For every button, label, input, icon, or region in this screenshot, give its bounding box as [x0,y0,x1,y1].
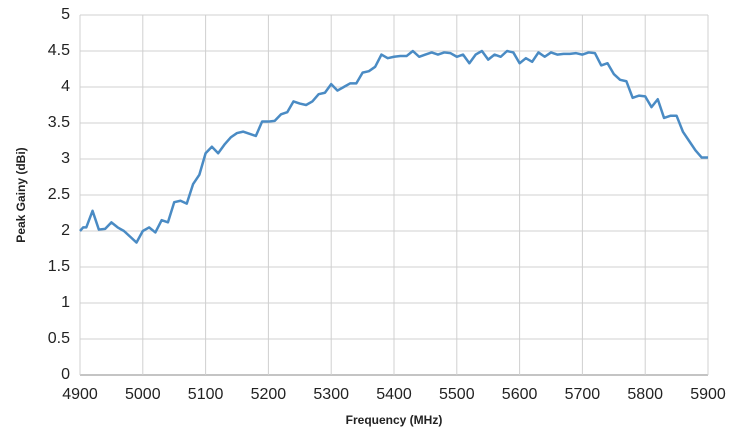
x-tick-label: 4900 [62,386,98,403]
y-tick-label: 2 [61,222,70,239]
y-tick-label: 5 [61,6,70,23]
y-tick-label: 2.5 [48,186,70,203]
x-tick-label: 5500 [439,386,475,403]
x-tick-label: 5600 [502,386,538,403]
line-series [79,49,708,244]
x-tick-label: 5300 [313,386,349,403]
y-tick-label: 3 [61,150,70,167]
y-tick-label: 0.5 [48,330,70,347]
y-tick-label: 3.5 [48,114,70,131]
y-axis-label: Peak Gainy (dBi) [14,147,28,242]
x-tick-label: 5700 [565,386,601,403]
x-tick-label: 5100 [188,386,224,403]
x-tick-label: 5200 [251,386,287,403]
x-tick-label: 5400 [376,386,412,403]
y-tick-label: 0 [61,366,70,383]
x-tick-label: 5900 [690,386,726,403]
y-tick-label: 1.5 [48,258,70,275]
y-tick-label: 4.5 [48,42,70,59]
x-tick-label: 5000 [125,386,161,403]
x-tick-label: 5800 [627,386,663,403]
x-axis-label: Frequency (MHz) [346,413,443,427]
y-tick-label: 4 [61,78,70,95]
y-tick-label: 1 [61,294,70,311]
